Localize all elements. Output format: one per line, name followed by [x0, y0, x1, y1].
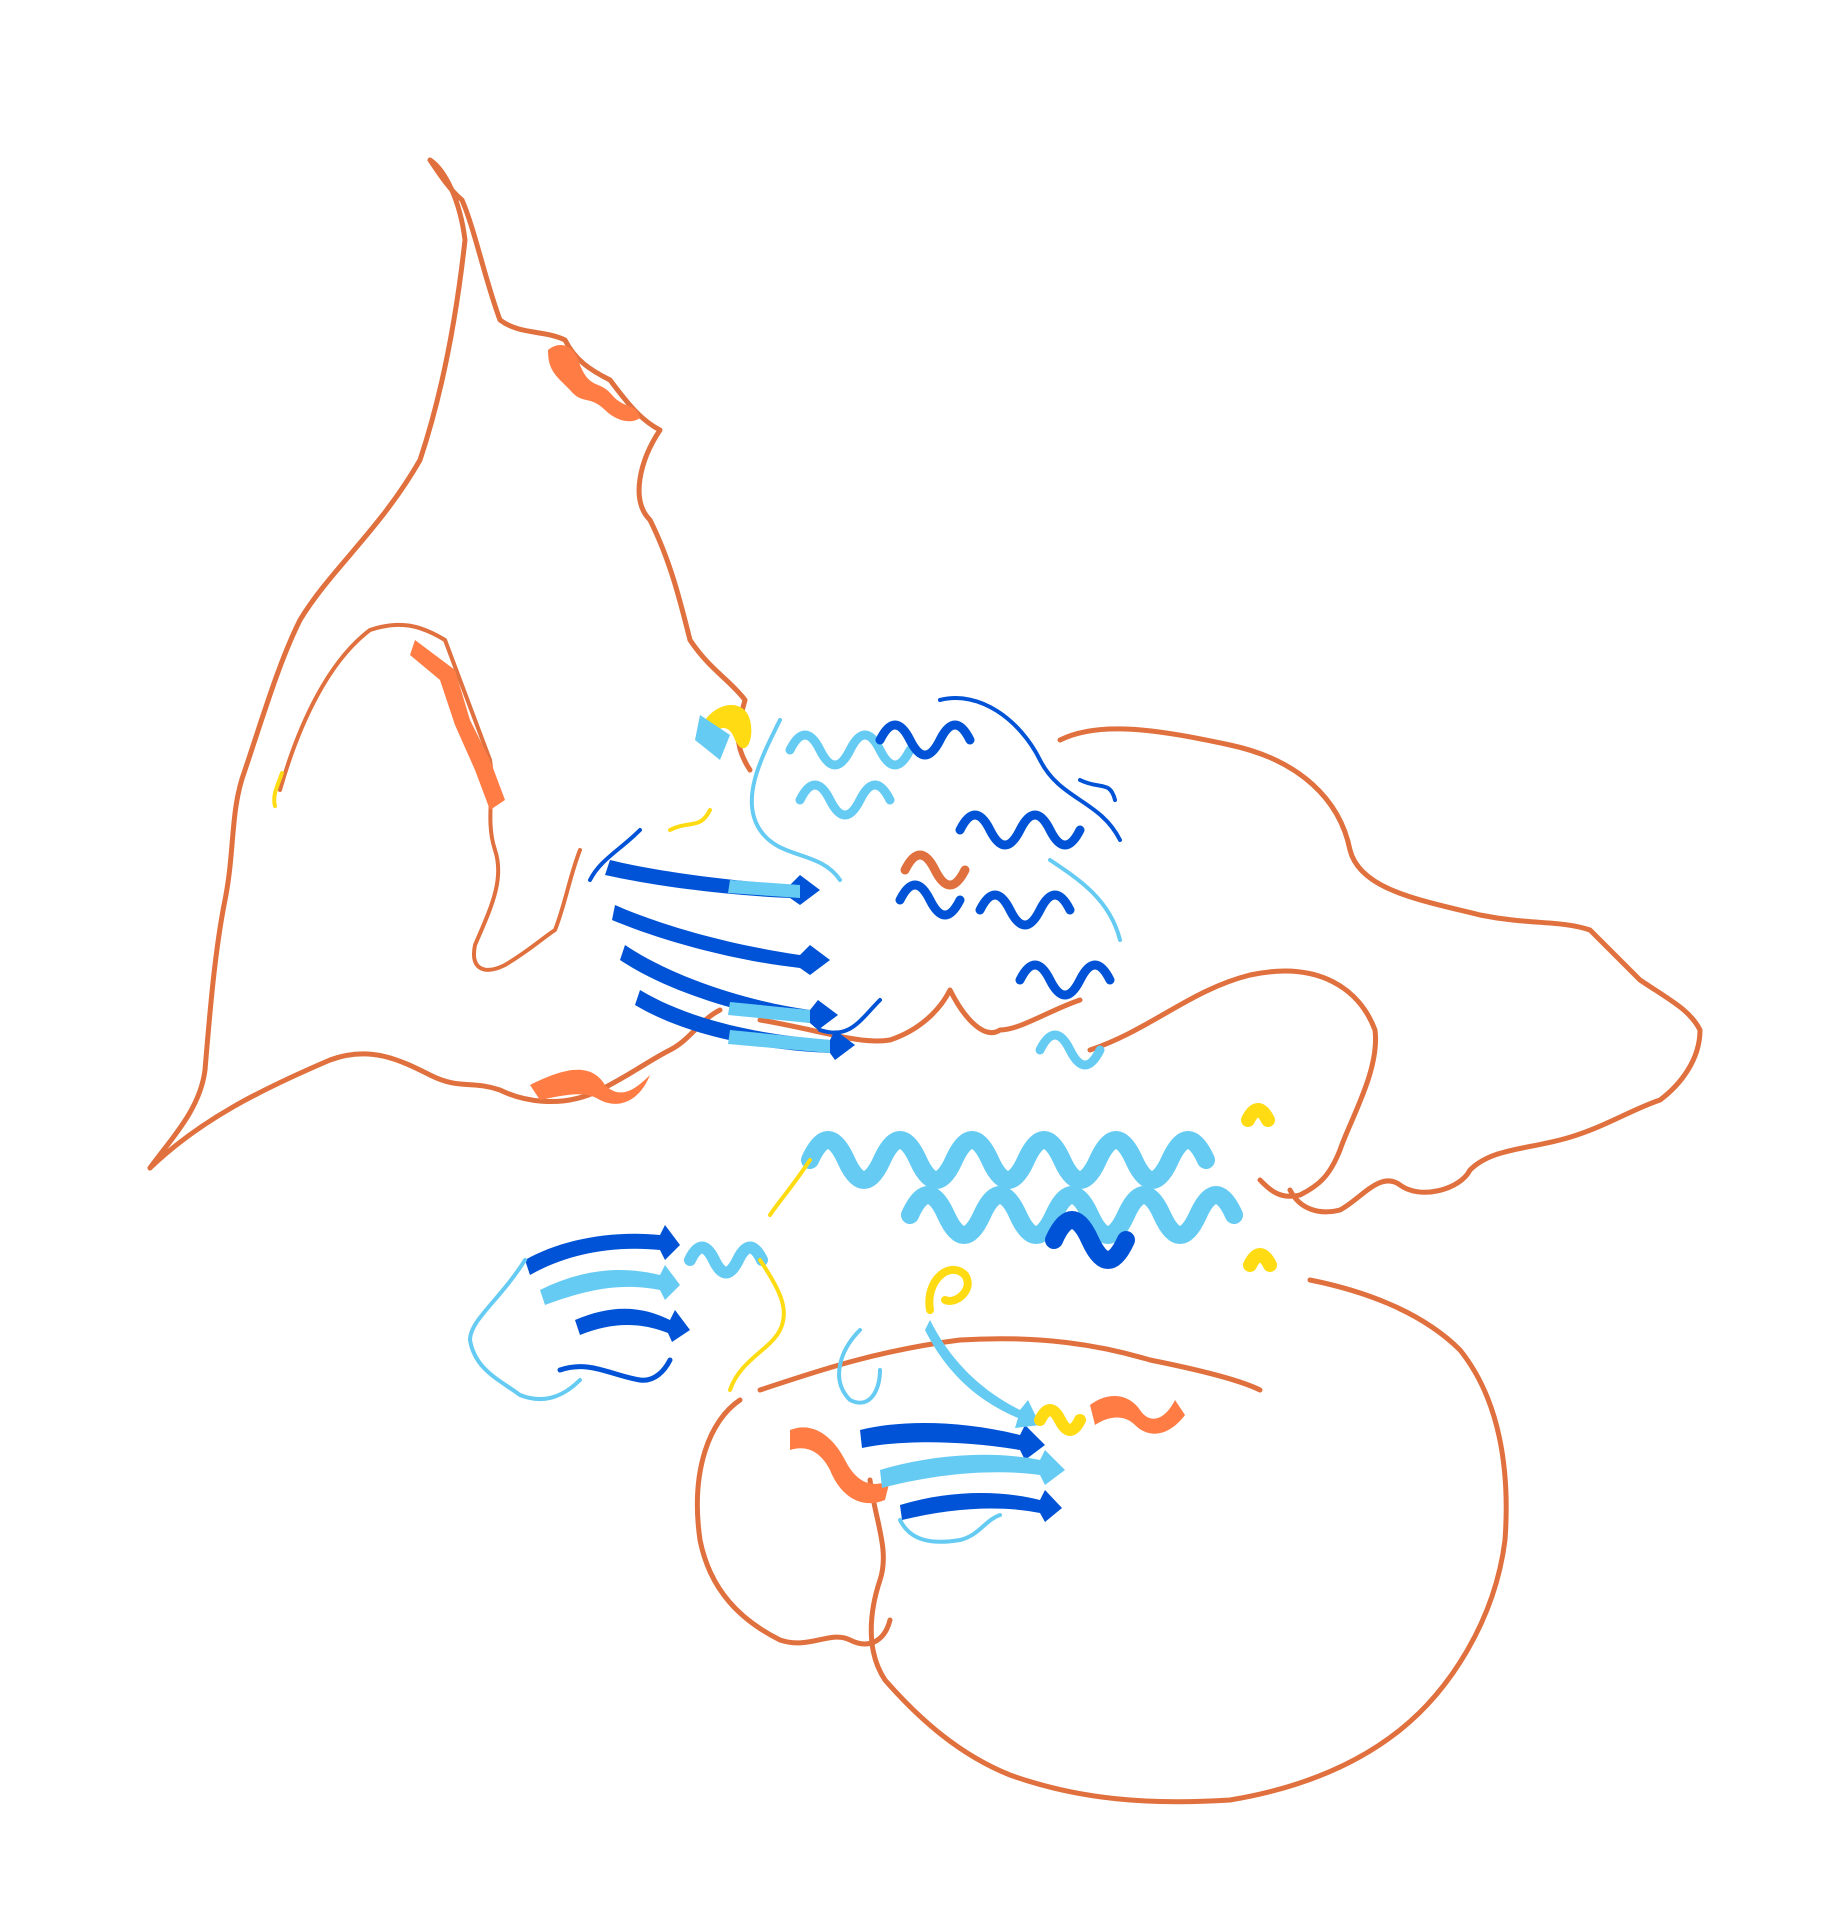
lower-right-coil-yellow [925, 1266, 972, 1314]
coil-upper-5 [668, 808, 712, 832]
lower-left-strand-3 [575, 1308, 690, 1342]
fragment-helix-top [548, 345, 640, 422]
loop-left-triangle [147, 157, 753, 1171]
lower-right-strand-3 [900, 1490, 1062, 1522]
lower-left-coil-a [468, 1258, 582, 1401]
coil-upper-3 [1048, 858, 1122, 942]
terminus-yellow [272, 771, 284, 808]
lower-right-strand-4 [925, 1320, 1040, 1428]
fragment-helix-lower-mid [790, 1427, 890, 1504]
coiled-coil-helices [768, 1103, 1277, 1272]
loop-mid-left [757, 987, 1083, 1044]
helix-long-upper [801, 1131, 1215, 1189]
helix-d [955, 810, 1085, 850]
lower-left-coil-yellow [728, 1258, 786, 1392]
lower-right-strand-2 [880, 1450, 1065, 1488]
lower-right-strand-1 [860, 1423, 1045, 1460]
helix-long-lower-dark [1045, 1211, 1135, 1269]
strand-1-tip [728, 880, 800, 898]
helix-start-yellow [768, 1158, 812, 1217]
fragment-helix-bottom [530, 1069, 650, 1104]
loop-bottom-left [694, 1397, 893, 1647]
strand-4-tip [728, 1030, 830, 1053]
fragment-helix-lower-right [1090, 1395, 1185, 1434]
disordered-loops [147, 157, 1703, 1805]
loop-mid-connector [1087, 968, 1379, 1199]
helix-i [900, 850, 970, 890]
upper-globular-domain [588, 696, 1122, 1070]
lower-beta-domain-right [837, 1266, 1086, 1544]
coil-upper-7 [818, 998, 882, 1035]
lower-left-coil-b [557, 1357, 673, 1383]
fragment-strand-left [410, 640, 505, 810]
helix-h [895, 880, 965, 920]
helix-f [1015, 960, 1115, 1000]
helix-end-yellow-2 [1243, 1248, 1277, 1272]
helix-e [975, 890, 1075, 930]
lower-right-coil-b [898, 1513, 1002, 1544]
loop-right-large [1057, 726, 1703, 1215]
lower-left-helix [684, 1241, 768, 1279]
lower-right-helix-yellow [1034, 1404, 1086, 1436]
loop-bottom-right [867, 1277, 1509, 1805]
loop-left-inner [278, 622, 582, 972]
coil-upper-6 [588, 828, 642, 882]
helix-a [785, 730, 915, 770]
strand-2 [612, 905, 830, 975]
loop-bottom-cross [757, 1336, 1263, 1393]
low-confidence-fragments [410, 345, 1185, 1504]
helix-g [1035, 1030, 1105, 1070]
top-yellow-helix [705, 705, 752, 749]
lower-left-strand-1 [525, 1225, 680, 1275]
strand-3-tip [728, 1002, 810, 1023]
helix-cluster [785, 720, 1115, 1070]
loop-left-bottom [147, 1007, 723, 1171]
lower-beta-domain-left [468, 1225, 786, 1401]
top-light-helix [695, 715, 730, 760]
coil-upper-4 [1078, 778, 1117, 802]
strand-1 [605, 860, 820, 905]
lower-right-coil-a [837, 1328, 882, 1405]
helix-long-lower [901, 1186, 1243, 1244]
coil-upper-2 [938, 696, 1122, 842]
coil-upper-1 [749, 718, 842, 882]
upper-domain-coils [588, 696, 1122, 1035]
helix-end-yellow-1 [1241, 1103, 1275, 1127]
helix-c [875, 720, 975, 760]
helix-b [795, 780, 895, 820]
lower-left-strand-2 [540, 1265, 680, 1305]
